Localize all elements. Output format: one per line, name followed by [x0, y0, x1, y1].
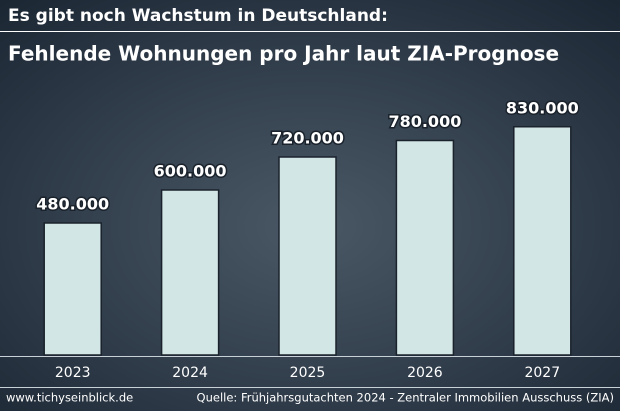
x-tick-label: 2025: [290, 365, 326, 381]
value-label: 780.000: [388, 112, 461, 131]
x-tick-label: 2026: [407, 365, 443, 381]
chart-subtitle: Fehlende Wohnungen pro Jahr laut ZIA-Pro…: [8, 42, 559, 66]
bar: [160, 189, 220, 356]
value-label: 480.000: [36, 195, 109, 214]
bar: [513, 126, 572, 356]
bar: [395, 139, 455, 356]
value-label: 600.000: [154, 162, 227, 181]
value-label: 720.000: [271, 129, 344, 148]
x-tick-label: 2023: [55, 365, 91, 381]
chart-title: Es gibt noch Wachstum in Deutschland:: [8, 6, 388, 26]
footer-left: www.tichyseinblick.de: [6, 391, 133, 405]
bar: [43, 222, 102, 356]
footer-right: Quelle: Frühjahrsgutachten 2024 - Zentra…: [197, 391, 614, 405]
value-label: 830.000: [506, 98, 579, 117]
x-tick-label: 2027: [524, 365, 560, 381]
x-tick-label: 2024: [172, 365, 208, 381]
bar: [278, 156, 337, 356]
